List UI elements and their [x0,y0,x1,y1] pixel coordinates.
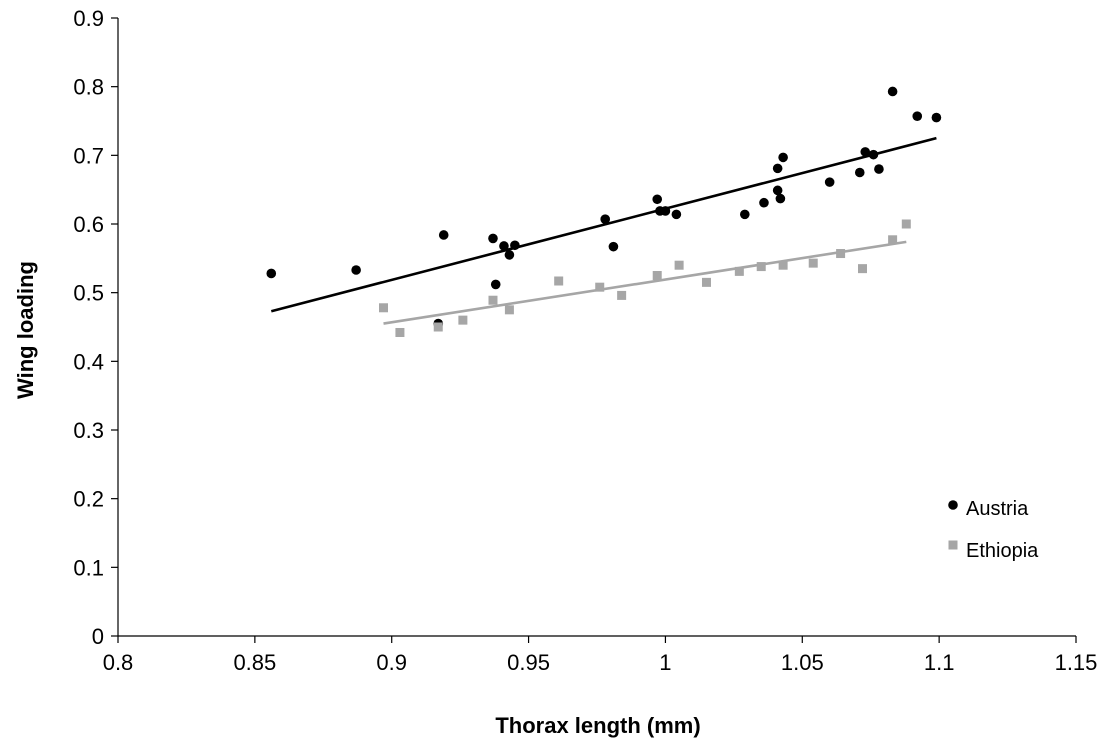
point-austria [660,206,671,216]
y-tick-label: 0.6 [73,212,104,237]
x-tick-label: 0.9 [376,650,407,675]
y-tick-label: 0.7 [73,143,104,168]
point-austria [887,86,898,97]
point-ethiopia [808,258,818,268]
point-ethiopia [458,315,468,325]
point-austria [490,279,501,290]
point-ethiopia [652,271,662,280]
point-ethiopia [554,276,564,286]
point-austria [868,149,879,160]
point-austria [912,111,923,121]
y-tick-label: 0.5 [73,281,104,306]
point-ethiopia [488,295,498,305]
x-axis: 0.8 0.85 0.9 0.95 1 1.05 1.1 1.15 [103,635,1098,675]
point-austria [874,164,884,174]
point-ethiopia [395,327,405,337]
point-ethiopia [595,282,605,292]
y-tick-label: 0.9 [73,6,104,31]
legend-label-ethiopia: Ethiopia [966,540,1039,562]
legend-marker-austria [948,500,958,510]
y-tick-label: 0.3 [73,418,104,443]
x-ticks: 0.8 0.85 0.9 0.95 1 1.05 1.1 1.15 [103,636,1098,675]
point-austria [488,233,498,244]
point-austria [772,163,783,174]
point-austria [824,177,835,187]
point-austria [438,230,449,240]
point-austria [600,214,611,224]
point-austria [778,152,788,163]
point-austria [854,167,865,178]
point-austria [740,209,750,220]
point-ethiopia [433,322,443,332]
point-austria [931,112,942,123]
point-austria [608,241,619,252]
y-tick-label: 0 [92,624,104,649]
point-austria [510,240,520,251]
point-ethiopia [888,235,898,245]
trendlines [270,136,937,325]
legend: Austria Ethiopia [948,498,1039,562]
point-ethiopia [617,290,627,300]
x-tick-label: 0.95 [507,650,550,675]
legend-marker-ethiopia [948,540,958,550]
data-points [266,86,942,337]
x-tick-label: 0.8 [103,650,134,675]
point-ethiopia [901,219,911,229]
y-ticks: 0 0.1 0.2 0.3 0.4 0.5 0.6 0.7 0.8 0.9 [73,6,118,649]
x-tick-label: 1.1 [924,650,955,675]
point-ethiopia [674,260,684,270]
point-austria [504,250,515,260]
y-tick-label: 0.2 [73,487,104,512]
point-austria [772,185,783,196]
point-ethiopia [858,264,868,274]
point-austria [671,209,682,220]
y-tick-label: 0.4 [73,349,104,374]
legend-item-austria: Austria [948,498,1029,520]
y-axis: 0 0.1 0.2 0.3 0.4 0.5 0.6 0.7 0.8 0.9 [73,6,119,649]
y-axis-title: Wing loading [13,261,38,399]
y-tick-label: 0.1 [73,555,104,580]
point-austria [652,194,663,205]
point-ethiopia [701,277,711,287]
point-austria [775,193,786,204]
x-tick-label: 1.15 [1055,650,1098,675]
point-ethiopia [836,249,846,259]
point-austria [499,241,509,251]
point-austria [759,197,769,208]
legend-item-ethiopia: Ethiopia [948,540,1039,562]
trendline-ethiopia [383,240,907,325]
x-tick-label: 1.05 [781,650,824,675]
point-ethiopia [756,262,766,272]
point-austria [266,268,277,279]
point-ethiopia [504,305,514,315]
x-axis-title: Thorax length (mm) [495,713,700,738]
point-ethiopia [379,303,389,313]
point-ethiopia [778,260,788,270]
y-tick-label: 0.8 [73,75,104,100]
trendline-austria [270,136,937,313]
x-tick-label: 0.85 [233,650,276,675]
point-austria [860,147,871,157]
x-tick-label: 1 [659,650,671,675]
point-ethiopia [734,266,744,276]
legend-label-austria: Austria [966,498,1029,520]
point-austria [351,265,361,275]
